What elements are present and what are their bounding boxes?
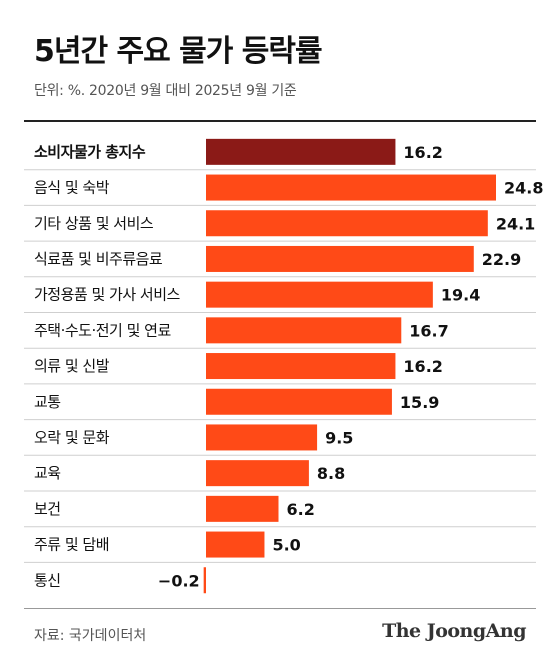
value-label: 16.2 — [403, 357, 442, 376]
footer-rule — [24, 608, 536, 609]
bar — [206, 424, 318, 451]
bar — [206, 531, 265, 558]
value-label: 16.7 — [409, 321, 448, 340]
category-label: 보건 — [34, 500, 61, 518]
total-bar — [206, 138, 396, 165]
bar — [206, 245, 474, 272]
category-label: 오락 및 문화 — [34, 428, 110, 446]
category-label: 소비자물가 총지수 — [34, 143, 146, 161]
bar — [203, 567, 206, 594]
category-label: 통신 — [34, 571, 61, 589]
category-label: 가정용품 및 가사 서비스 — [34, 286, 181, 304]
value-label: 24.1 — [496, 214, 535, 233]
category-label: 주류 및 담배 — [34, 536, 109, 554]
bar — [206, 317, 402, 344]
value-label: 19.4 — [441, 286, 480, 305]
value-label: 9.5 — [325, 428, 353, 447]
brand-logo: The JoongAng — [382, 620, 526, 642]
bar — [206, 495, 279, 522]
chart-title: 5년간 주요 물가 등락률 — [34, 34, 323, 69]
value-label: 8.8 — [317, 464, 345, 483]
bar — [206, 460, 309, 487]
bar — [206, 281, 433, 308]
value-label: 6.2 — [287, 500, 315, 519]
value-label: 16.2 — [403, 143, 442, 162]
value-label: −0.2 — [158, 571, 200, 590]
category-label: 식료품 및 비주류음료 — [34, 250, 163, 268]
value-label: 24.8 — [504, 179, 543, 198]
category-label: 의류 및 신발 — [34, 357, 110, 375]
value-label: 22.9 — [482, 250, 521, 269]
bar — [206, 210, 488, 237]
category-label: 주택·수도·전기 및 연료 — [34, 321, 171, 339]
source-note: 자료: 국가데이터처 — [34, 628, 147, 644]
header-rule — [24, 120, 536, 122]
value-label: 5.0 — [272, 536, 300, 555]
bar — [206, 388, 392, 415]
chart-subtitle: 단위: %. 2020년 9월 대비 2025년 9월 기준 — [34, 83, 297, 99]
category-label: 기타 상품 및 서비스 — [34, 214, 154, 232]
category-label: 교통 — [34, 393, 61, 411]
category-label: 음식 및 숙박 — [34, 179, 110, 197]
category-label: 교육 — [34, 464, 61, 482]
bar — [206, 353, 396, 380]
bar — [206, 174, 496, 201]
value-label: 15.9 — [400, 393, 439, 412]
